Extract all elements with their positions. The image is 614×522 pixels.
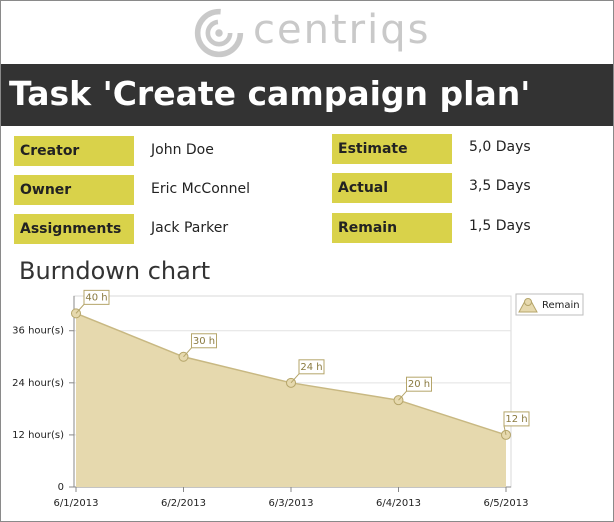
field-label: Estimate [332, 134, 452, 164]
label-leader [75, 304, 85, 314]
label-leader [290, 373, 300, 384]
label-box [83, 289, 110, 305]
field-label: Remain [332, 213, 452, 243]
label-leader [398, 390, 407, 401]
field-value: 1,5 Days [469, 218, 531, 234]
legend-label: Remain [542, 300, 580, 311]
field-label: Owner [14, 175, 134, 205]
data-label: 24 h [300, 362, 322, 373]
label-box [406, 376, 432, 392]
field-value: John Doe [151, 142, 214, 158]
y-tick-label: 0 [58, 482, 64, 493]
data-label: 20 h [408, 379, 430, 390]
data-label: 12 h [505, 414, 527, 425]
field-value: Eric McConnel [151, 181, 251, 197]
logo-text: centriqs [253, 7, 431, 53]
label-box [298, 359, 325, 375]
x-tick-label: 6/3/2013 [269, 498, 314, 509]
field-label: Creator [14, 136, 134, 166]
data-label: 40 h [85, 292, 107, 303]
field-value: Jack Parker [151, 220, 229, 236]
field-value: 3,5 Days [469, 178, 531, 194]
label-leader [183, 347, 192, 358]
field-label: Actual [332, 173, 452, 203]
legend-marker [524, 298, 532, 306]
y-tick-label: 36 hour(s) [12, 326, 64, 337]
title-bar: Task 'Create campaign plan' [1, 64, 613, 126]
logo-icon [194, 8, 244, 58]
x-tick-label: 6/4/2013 [376, 498, 421, 509]
label-leader [503, 425, 507, 436]
data-label: 30 h [193, 336, 215, 347]
x-tick-label: 6/5/2013 [484, 498, 529, 509]
page-title: Task 'Create campaign plan' [9, 74, 531, 113]
field-value: 5,0 Days [469, 139, 531, 155]
label-box [191, 333, 217, 349]
field-label: Assignments [14, 214, 134, 244]
y-tick-label: 12 hour(s) [12, 430, 64, 441]
x-tick-label: 6/2/2013 [161, 498, 206, 509]
chart-title: Burndown chart [19, 257, 211, 285]
y-tick-label: 24 hour(s) [12, 378, 64, 389]
x-tick-label: 6/1/2013 [54, 498, 99, 509]
label-box [503, 411, 530, 427]
